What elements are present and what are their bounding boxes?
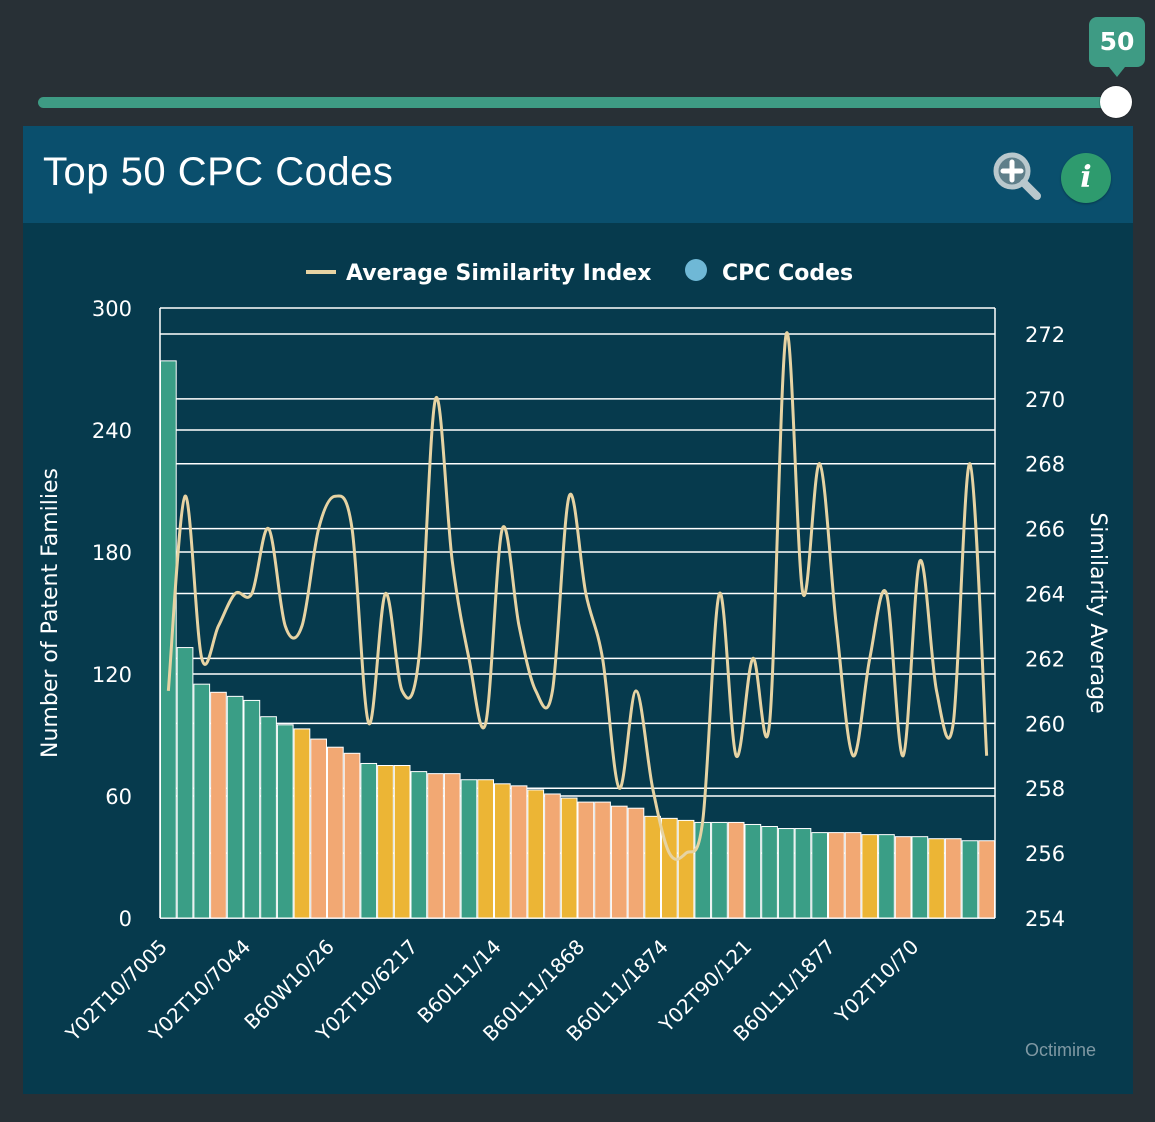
bar[interactable]	[510, 785, 528, 919]
zoom-in-icon[interactable]	[991, 150, 1043, 202]
info-icon[interactable]: i	[1061, 153, 1111, 203]
y2-axis-label: Similarity Average	[1085, 512, 1110, 713]
bar[interactable]	[794, 828, 812, 919]
y2-tick-label: 258	[1025, 777, 1065, 801]
bar[interactable]	[460, 779, 478, 919]
bar[interactable]	[560, 797, 578, 919]
bar[interactable]	[828, 832, 845, 919]
bar[interactable]	[226, 695, 244, 919]
bar[interactable]	[744, 823, 762, 919]
similarity-line	[166, 331, 989, 861]
y2-tick-label: 272	[1025, 323, 1065, 347]
bar[interactable]	[410, 771, 428, 919]
bar[interactable]	[761, 826, 778, 919]
bar[interactable]	[176, 647, 194, 919]
y2-tick-label: 264	[1025, 583, 1065, 607]
bar[interactable]	[477, 779, 494, 919]
bar[interactable]	[894, 836, 912, 919]
card-title: Top 50 CPC Codes	[43, 150, 394, 194]
y2-tick-label: 254	[1025, 907, 1065, 931]
bar[interactable]	[644, 815, 661, 919]
y2-axis-ticks: 254 256 258 260 262 264 266 268 270 272	[1025, 323, 1065, 931]
y-tick-label: 240	[92, 419, 132, 443]
bar[interactable]	[627, 807, 645, 919]
bar[interactable]	[594, 801, 611, 919]
y2-tick-label: 266	[1025, 518, 1065, 542]
bar[interactable]	[811, 832, 828, 919]
bar[interactable]	[978, 840, 995, 919]
slider-value-bubble: 50	[1089, 17, 1145, 77]
bar[interactable]	[677, 819, 695, 919]
bar[interactable]	[610, 805, 628, 919]
bar[interactable]	[577, 801, 595, 919]
bar[interactable]	[327, 746, 344, 919]
slider-track[interactable]	[38, 97, 1118, 108]
bar[interactable]	[443, 773, 461, 919]
bar[interactable]	[711, 821, 728, 919]
chart: Average Similarity Index CPC Codes 0 60 12…	[38, 259, 1110, 1047]
bar[interactable]	[911, 836, 929, 919]
chart-card: Top 50 CPC Codes i Average Similarity In…	[23, 126, 1133, 1094]
y-axis-label: Number of Patent Families	[38, 468, 63, 758]
x-axis-ticks: Y02T10/7005Y02T10/7044B60W10/26Y02T10/62…	[60, 935, 923, 1047]
bar[interactable]	[260, 716, 277, 919]
chart-legend: Average Similarity Index CPC Codes	[306, 259, 853, 286]
y-tick-label: 120	[92, 663, 132, 687]
bar[interactable]	[527, 789, 545, 919]
bar[interactable]	[210, 691, 227, 919]
card-header: Top 50 CPC Codes i	[23, 126, 1133, 223]
y-tick-label: 0	[119, 907, 132, 931]
bar[interactable]	[928, 838, 945, 919]
legend-item-cpc[interactable]: CPC Codes	[722, 261, 853, 286]
bar[interactable]	[727, 821, 745, 919]
bar[interactable]	[310, 738, 327, 919]
credit-text: Octimine	[1025, 1040, 1097, 1060]
bar[interactable]	[944, 838, 962, 919]
bar[interactable]	[360, 762, 378, 919]
bar[interactable]	[494, 783, 511, 919]
bar[interactable]	[844, 832, 862, 919]
y-tick-label: 60	[105, 785, 132, 809]
y2-tick-label: 260	[1025, 712, 1065, 736]
legend-dot-swatch	[685, 259, 707, 281]
legend-item-similarity[interactable]: Average Similarity Index	[346, 261, 651, 286]
bar[interactable]	[878, 834, 895, 919]
info-glyph: i	[1080, 160, 1092, 195]
y2-tick-label: 256	[1025, 842, 1065, 866]
y2-tick-label: 270	[1025, 388, 1065, 412]
bar[interactable]	[377, 765, 394, 919]
y-tick-label: 300	[92, 297, 132, 321]
y-tick-label: 180	[92, 541, 132, 565]
bar[interactable]	[193, 683, 211, 919]
y2-tick-label: 262	[1025, 647, 1065, 671]
x-tick-label: Y02T10/70	[830, 935, 924, 1029]
slider-handle[interactable]	[1100, 86, 1132, 118]
bar[interactable]	[276, 724, 294, 919]
bar[interactable]	[544, 793, 561, 919]
bar[interactable]	[961, 840, 979, 919]
bar[interactable]	[694, 821, 712, 919]
bar[interactable]	[393, 765, 411, 919]
bar[interactable]	[343, 752, 361, 919]
bar[interactable]	[861, 834, 879, 919]
bar[interactable]	[243, 699, 261, 919]
y-axis-ticks: 0 60 120 180 240 300	[92, 297, 132, 931]
bar[interactable]	[427, 773, 444, 919]
bar[interactable]	[293, 728, 311, 919]
y2-tick-label: 268	[1025, 453, 1065, 477]
bar[interactable]	[777, 828, 795, 919]
bars	[160, 360, 995, 919]
bar[interactable]	[160, 360, 177, 919]
